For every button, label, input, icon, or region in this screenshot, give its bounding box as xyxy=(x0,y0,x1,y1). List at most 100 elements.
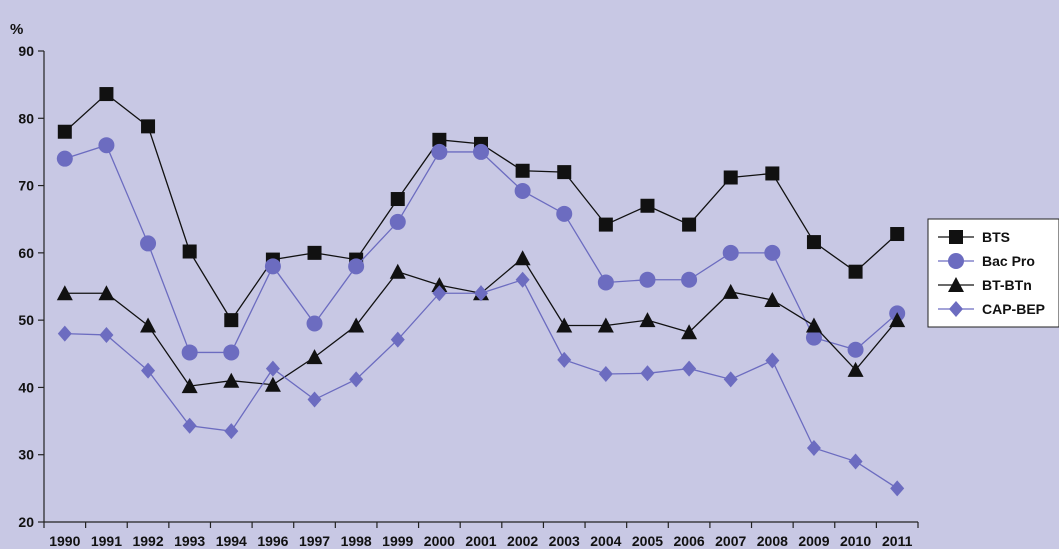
x-tick-label: 2010 xyxy=(840,533,871,549)
data-point xyxy=(556,205,573,222)
legend-marker xyxy=(948,277,964,292)
y-tick-label: 30 xyxy=(18,447,34,463)
x-tick-label: 2011 xyxy=(882,533,913,549)
data-point xyxy=(224,423,239,440)
data-point xyxy=(514,250,531,266)
data-point xyxy=(99,87,114,102)
x-tick-label: 1996 xyxy=(257,533,288,549)
data-point xyxy=(56,285,73,301)
data-point xyxy=(847,341,864,358)
data-point xyxy=(141,119,156,134)
y-tick-label: 20 xyxy=(18,514,34,530)
data-point xyxy=(57,124,72,139)
legend-label: BTS xyxy=(982,229,1010,245)
x-tick-label: 2009 xyxy=(798,533,829,549)
data-point xyxy=(182,244,197,259)
legend-item: Bac Pro xyxy=(938,253,1035,269)
data-point xyxy=(681,324,698,340)
data-point xyxy=(640,198,655,213)
x-tick-label: 2006 xyxy=(674,533,705,549)
data-point xyxy=(306,315,323,332)
legend-item: CAP-BEP xyxy=(938,301,1045,317)
data-point xyxy=(722,244,739,261)
y-tick-label: 70 xyxy=(18,178,34,194)
data-point xyxy=(390,331,405,348)
data-point xyxy=(348,317,365,333)
data-point xyxy=(722,283,739,299)
x-tick-label: 1998 xyxy=(341,533,372,549)
data-point xyxy=(99,326,114,343)
data-point xyxy=(432,132,447,147)
data-point xyxy=(597,317,614,333)
data-point xyxy=(556,317,573,333)
data-point xyxy=(431,143,448,160)
x-tick-label: 1994 xyxy=(216,533,247,549)
legend-label: Bac Pro xyxy=(982,253,1035,269)
x-tick-label: 2003 xyxy=(549,533,580,549)
y-tick-label: 40 xyxy=(18,379,34,395)
series-cap-bep xyxy=(57,271,905,497)
data-point xyxy=(640,365,655,382)
data-point xyxy=(431,277,448,293)
data-point xyxy=(682,217,697,232)
data-point xyxy=(98,285,115,301)
data-point xyxy=(389,213,406,230)
data-point xyxy=(182,417,197,434)
axes: 20 30 40 50 60 70 80 90 1990 1991 1992 1993 1994 1996… xyxy=(18,43,919,549)
data-point xyxy=(307,245,322,260)
data-point xyxy=(682,360,697,377)
data-point xyxy=(765,166,780,181)
data-point xyxy=(723,170,738,185)
data-point xyxy=(847,361,864,377)
data-point xyxy=(264,258,281,275)
data-point xyxy=(848,264,863,279)
data-point xyxy=(598,365,613,382)
data-point xyxy=(432,285,447,302)
data-point xyxy=(848,453,863,470)
data-point xyxy=(181,378,198,394)
data-point xyxy=(765,352,780,369)
legend-item: BT-BTn xyxy=(938,277,1032,293)
data-point xyxy=(639,271,656,288)
y-tick-label: 90 xyxy=(18,43,34,59)
x-tick-label: 2001 xyxy=(465,533,496,549)
x-tick-label: 2005 xyxy=(632,533,663,549)
data-point xyxy=(224,313,239,328)
legend-label: BT-BTn xyxy=(982,277,1032,293)
data-point xyxy=(514,182,531,199)
y-tick-label: 60 xyxy=(18,245,34,261)
data-point xyxy=(597,274,614,291)
data-point xyxy=(57,325,72,342)
x-tick-label: 1991 xyxy=(91,533,122,549)
data-point xyxy=(307,391,322,408)
x-tick-label: 1997 xyxy=(299,533,330,549)
legend-label: CAP-BEP xyxy=(982,301,1045,317)
data-point xyxy=(264,376,281,392)
data-point xyxy=(889,312,906,328)
legend: BTS Bac Pro BT-BTn CAP-BEP xyxy=(927,218,1059,328)
data-point xyxy=(141,362,156,379)
x-tick-label: 2007 xyxy=(715,533,746,549)
data-point xyxy=(805,317,822,333)
x-tick-label: 2002 xyxy=(507,533,538,549)
data-point xyxy=(98,137,115,154)
legend-marker xyxy=(948,253,964,269)
legend-item: BTS xyxy=(938,229,1010,245)
data-point xyxy=(598,217,613,232)
data-point xyxy=(764,244,781,261)
x-tick-label: 1992 xyxy=(132,533,163,549)
data-point xyxy=(140,317,157,333)
x-tick-label: 1993 xyxy=(174,533,205,549)
data-point xyxy=(890,480,905,497)
data-point xyxy=(223,372,240,388)
x-tick-label: 2008 xyxy=(757,533,788,549)
data-point xyxy=(681,271,698,288)
data-point xyxy=(56,150,73,167)
data-point xyxy=(557,165,572,180)
data-point xyxy=(806,235,821,250)
data-point xyxy=(306,349,323,365)
data-point xyxy=(890,227,905,242)
data-point xyxy=(764,291,781,307)
data-point xyxy=(349,371,364,388)
